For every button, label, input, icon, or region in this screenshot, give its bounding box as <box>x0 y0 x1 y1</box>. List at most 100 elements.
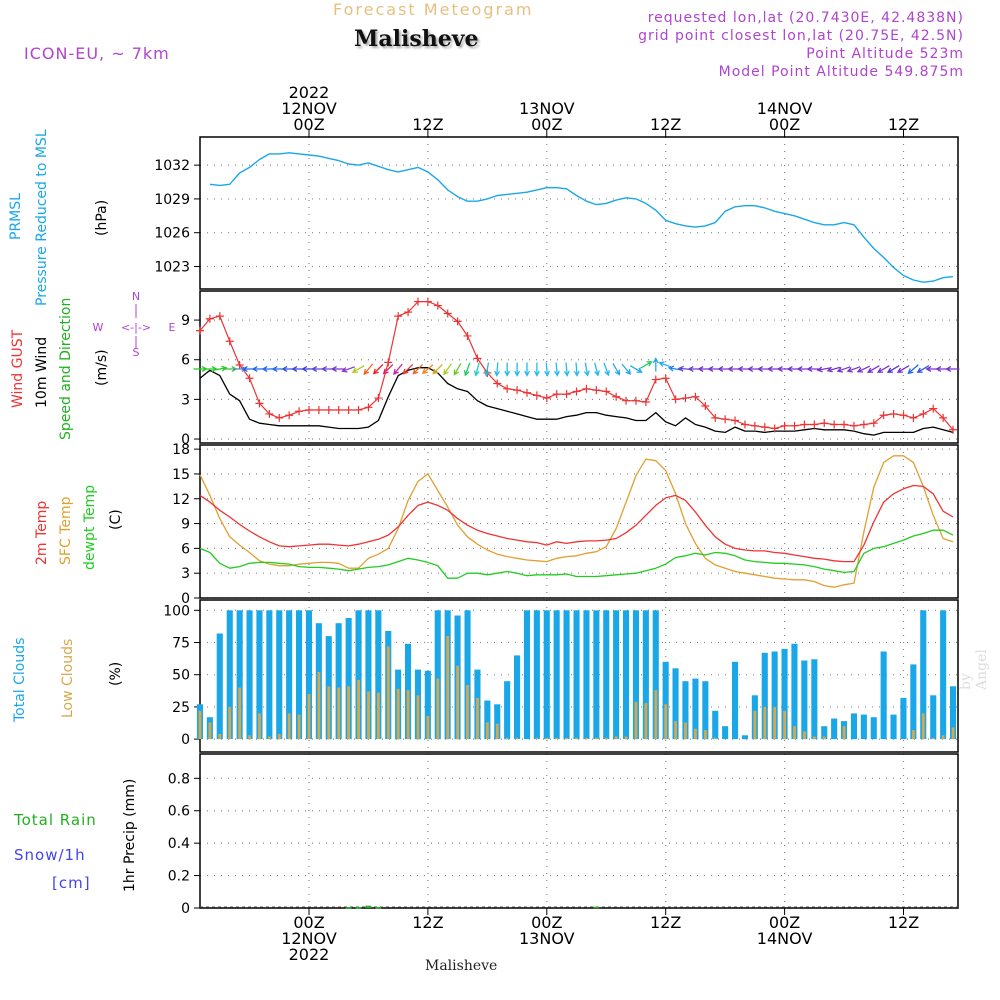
clouds-tick-label: 0 <box>181 732 190 748</box>
total-cloud-bar <box>811 659 818 740</box>
gust-marker <box>513 386 522 395</box>
gust-marker <box>711 413 720 422</box>
low-cloud-bar <box>446 636 450 740</box>
precip-tick-label: 0 <box>181 901 190 917</box>
low-cloud-bar <box>238 687 242 740</box>
gust-marker <box>622 396 631 405</box>
total-cloud-bar <box>771 651 778 740</box>
gust-marker <box>879 411 888 420</box>
low-cloud-bar <box>347 686 350 740</box>
total-cloud-bar <box>652 610 659 740</box>
total-cloud-bar <box>543 610 550 740</box>
low-cloud-bar <box>337 687 341 740</box>
gust-marker <box>740 420 749 429</box>
clouds-tick-label: 50 <box>172 668 190 684</box>
low-cloud-bar <box>684 722 687 740</box>
low-cloud-bar <box>783 710 786 740</box>
bottom-time-label: 00Z <box>531 913 562 932</box>
gust-marker <box>859 420 868 429</box>
top-time-label: 2022 <box>289 83 330 102</box>
gust-marker <box>314 405 323 414</box>
total-cloud-bar <box>850 713 857 740</box>
total-cloud-bar <box>791 643 798 740</box>
low-cloud-bar <box>565 737 568 740</box>
gust-marker <box>602 387 611 396</box>
wind-tick-label: 0 <box>181 432 190 448</box>
wind-unit: (m/s) <box>94 349 110 386</box>
temp-tick-label: 3 <box>181 566 190 582</box>
wind-direction-arrow <box>341 366 355 373</box>
gust-marker <box>473 354 482 363</box>
total-cloud-bar <box>623 610 630 740</box>
total-cloud-bar <box>553 610 560 740</box>
total-cloud-bar <box>781 648 788 740</box>
gust-marker <box>225 337 234 346</box>
total-cloud-bar <box>246 610 253 740</box>
low-cloud-bar <box>406 690 410 740</box>
gust-marker <box>552 390 561 399</box>
wind-direction-arrow <box>402 363 414 375</box>
gust-marker <box>344 405 353 414</box>
total-clouds-label: Total Clouds <box>12 638 28 723</box>
low-cloud-bar <box>634 701 638 740</box>
gust-marker <box>205 314 214 323</box>
gust-marker <box>443 309 452 318</box>
model-label: ICON-EU, ~ 7km <box>24 44 170 63</box>
wind-direction-arrow <box>629 365 643 373</box>
total-cloud-bar <box>910 664 917 740</box>
low-cloud-bar <box>931 737 935 740</box>
compass-e: E <box>169 321 176 334</box>
temp-unit: (C) <box>108 509 124 530</box>
wind-direction-arrow <box>886 365 900 373</box>
low-cloud-bar <box>585 737 588 740</box>
low-cloud-bar <box>486 722 489 740</box>
low-cloud-bar <box>941 735 945 740</box>
clouds-tick-label: 75 <box>172 636 190 652</box>
low-cloud-bar <box>277 734 281 740</box>
gust-marker <box>869 419 878 428</box>
point-altitude: Point Altitude 523m <box>806 46 964 62</box>
gust-marker <box>394 312 403 321</box>
total-cloud-bar <box>563 610 570 740</box>
total-cloud-bar <box>831 718 838 740</box>
wind-direction-arrow <box>652 357 659 372</box>
total-cloud-bar <box>236 610 243 740</box>
precip-tick-label: 0.4 <box>168 836 190 852</box>
total-cloud-bar <box>732 661 739 740</box>
wind-direction-arrow <box>907 364 919 375</box>
temp-2m-line <box>199 484 954 563</box>
total-cloud-bar <box>880 651 887 740</box>
gust-marker <box>750 421 759 430</box>
wind-direction-arrow <box>846 366 861 373</box>
low-cloud-bar <box>456 665 459 740</box>
low-cloud-bar <box>377 692 380 740</box>
gust-marker <box>671 395 680 404</box>
low-cloud-bar <box>228 706 232 740</box>
low-cloud-bar <box>258 713 261 740</box>
low-cloud-bar <box>773 706 777 740</box>
wind-direction-arrow <box>432 363 443 375</box>
model-altitude: Model Point Altitude 549.875m <box>718 64 964 80</box>
low-cloud-bar <box>793 726 796 740</box>
bottom-time-label: 12Z <box>650 913 681 932</box>
compass-w: W <box>93 321 104 334</box>
low-cloud-bar <box>287 713 291 740</box>
gust-marker <box>413 297 422 306</box>
total-cloud-bar <box>613 610 620 740</box>
compass-n: N <box>132 290 140 303</box>
sfc-temp-label: SFC Temp <box>58 496 74 565</box>
cm-label: [cm] <box>52 874 91 892</box>
total-cloud-bar <box>365 610 372 740</box>
precip-tick-label: 0.6 <box>168 804 190 820</box>
gust-marker <box>810 420 819 429</box>
wind-direction-arrow <box>896 365 910 373</box>
low-cloud-bar <box>604 737 608 740</box>
wind-direction-arrow <box>544 362 550 377</box>
gust-marker <box>196 326 204 335</box>
low-cloud-bar <box>624 736 628 740</box>
rain-label: Total Rain <box>13 811 97 829</box>
gust-marker <box>433 301 442 310</box>
wind-direction-arrow <box>473 362 480 377</box>
precip-unit: 1hr Precip (mm) <box>122 779 138 892</box>
bottom-time-label: 2022 <box>289 945 330 964</box>
